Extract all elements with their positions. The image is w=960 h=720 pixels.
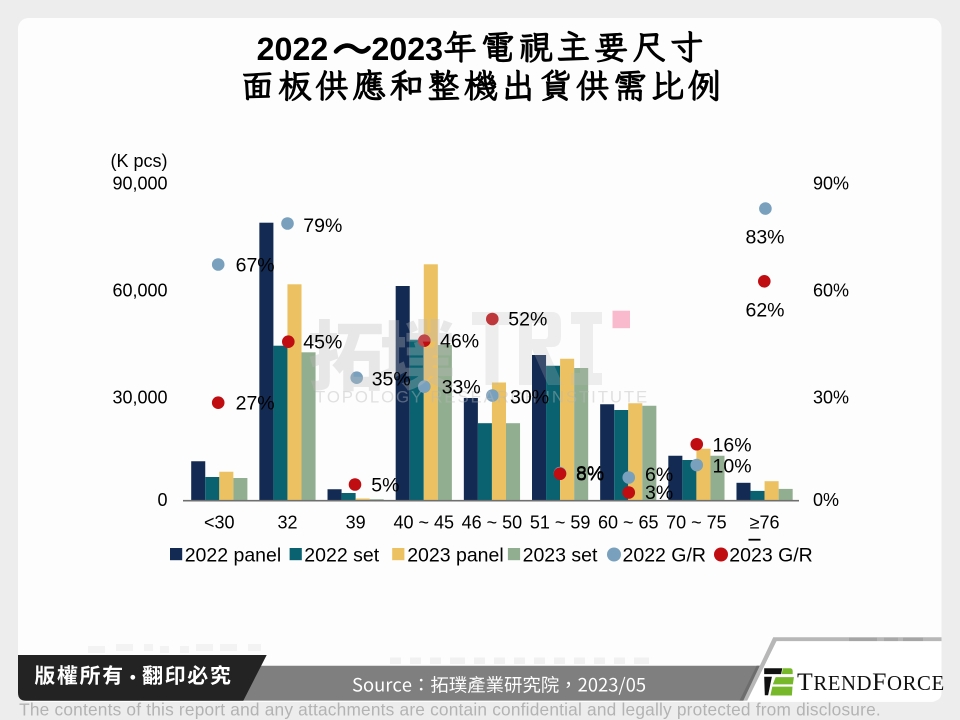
svg-text:2022 panel: 2022 panel — [185, 545, 282, 567]
svg-text:16%: 16% — [713, 435, 752, 457]
svg-text:2023 set: 2023 set — [523, 545, 598, 567]
svg-text:67%: 67% — [236, 255, 275, 277]
svg-text:5%: 5% — [371, 475, 399, 497]
svg-text:46%: 46% — [440, 331, 479, 353]
svg-text:≥76: ≥76 — [750, 513, 780, 533]
svg-text:6%: 6% — [645, 464, 673, 486]
svg-text:30,000: 30,000 — [112, 387, 167, 407]
svg-text:83%: 83% — [745, 227, 784, 249]
svg-text:2023 G/R: 2023 G/R — [729, 545, 812, 567]
svg-text:8%: 8% — [576, 464, 604, 486]
svg-text:46 ~ 50: 46 ~ 50 — [462, 513, 523, 533]
svg-text:51 ~ 59: 51 ~ 59 — [530, 513, 591, 533]
svg-text:TOPOLOGY RESEARCH INSTITUTE: TOPOLOGY RESEARCH INSTITUTE — [315, 388, 649, 407]
svg-text:10%: 10% — [713, 456, 752, 478]
svg-text:0: 0 — [157, 490, 167, 510]
svg-text:TRENDFORCE: TRENDFORCE — [797, 667, 945, 696]
svg-text:2023 panel: 2023 panel — [407, 545, 504, 567]
svg-text:30%: 30% — [510, 387, 549, 409]
svg-text:45%: 45% — [303, 332, 342, 354]
svg-text:62%: 62% — [745, 300, 784, 322]
svg-text:70 ~ 75: 70 ~ 75 — [666, 513, 727, 533]
svg-text:8%: 8% — [576, 463, 604, 485]
svg-text:60 ~ 65: 60 ~ 65 — [598, 513, 659, 533]
svg-text:90%: 90% — [813, 173, 849, 193]
svg-text:32: 32 — [277, 513, 297, 533]
svg-text:79%: 79% — [303, 215, 342, 237]
svg-text:27%: 27% — [236, 393, 275, 415]
svg-text:The contents of this report an: The contents of this report and any atta… — [19, 700, 881, 720]
svg-text:90,000: 90,000 — [112, 173, 167, 193]
svg-text:30%: 30% — [813, 387, 849, 407]
svg-text:2022 G/R: 2022 G/R — [623, 545, 706, 567]
svg-text:39: 39 — [346, 513, 366, 533]
svg-text:60,000: 60,000 — [112, 280, 167, 300]
svg-text:(K pcs): (K pcs) — [110, 151, 167, 171]
svg-text:35%: 35% — [372, 369, 411, 391]
svg-text:<30: <30 — [204, 513, 235, 533]
svg-text:2022 set: 2022 set — [304, 545, 379, 567]
svg-text:0%: 0% — [813, 490, 839, 510]
svg-text:40 ~ 45: 40 ~ 45 — [394, 513, 455, 533]
svg-text:33%: 33% — [442, 377, 481, 399]
svg-text:3%: 3% — [645, 482, 673, 504]
svg-text:52%: 52% — [508, 309, 547, 331]
svg-text:60%: 60% — [813, 280, 849, 300]
